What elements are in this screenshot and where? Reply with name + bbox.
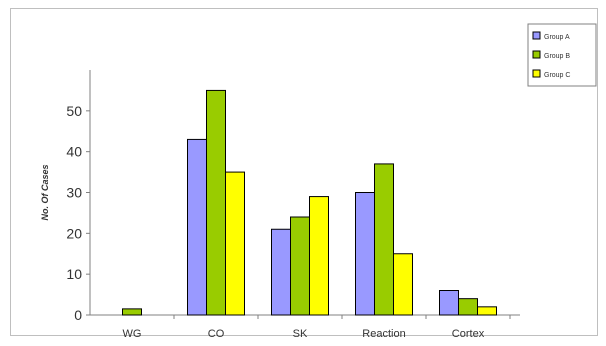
legend-label: Group A xyxy=(544,34,570,41)
y-axis-label: No. Of Cases xyxy=(40,164,50,220)
y-tick-label: 40 xyxy=(66,144,82,160)
bar-group-b-co xyxy=(206,89,226,316)
legend-label: Group B xyxy=(544,53,570,60)
legend-swatch xyxy=(532,50,541,59)
bar-group-c-sk xyxy=(309,196,329,316)
y-tick-label: 30 xyxy=(66,185,82,201)
bar-group-b-sk xyxy=(290,216,310,316)
x-tick-label: CO xyxy=(208,328,225,340)
bar-group-b-wg xyxy=(122,308,142,316)
bar-group-b-reaction xyxy=(374,163,394,316)
y-tick-label: 50 xyxy=(66,103,82,119)
legend-label: Group C xyxy=(544,72,570,79)
x-ticks: WG CO SK Reaction Cortex xyxy=(123,315,511,340)
x-tick-label: SK xyxy=(293,328,308,340)
bar-group-a-sk xyxy=(271,228,291,316)
bar-group-a-cortex xyxy=(439,290,459,316)
bar-group-c-cortex xyxy=(477,306,497,316)
y-tick-label: 20 xyxy=(66,225,82,241)
legend: Group A Group B Group C xyxy=(527,23,597,87)
bar-group-a-co xyxy=(187,138,207,316)
x-tick-label: Reaction xyxy=(362,328,405,340)
y-ticks: 0 10 20 30 40 50 xyxy=(66,103,90,323)
y-tick-label: 10 xyxy=(66,266,82,282)
x-tick-label: WG xyxy=(123,328,142,340)
bar-group-b-cortex xyxy=(458,298,478,316)
bar-group-c-co xyxy=(225,171,245,316)
x-tick-label: Cortex xyxy=(452,328,485,340)
bar-group-a-reaction xyxy=(355,192,375,316)
legend-swatch xyxy=(532,69,541,78)
legend-swatch xyxy=(532,31,541,40)
bar-group-c-reaction xyxy=(393,253,413,316)
bars xyxy=(122,89,497,316)
y-tick-label: 0 xyxy=(74,307,82,323)
